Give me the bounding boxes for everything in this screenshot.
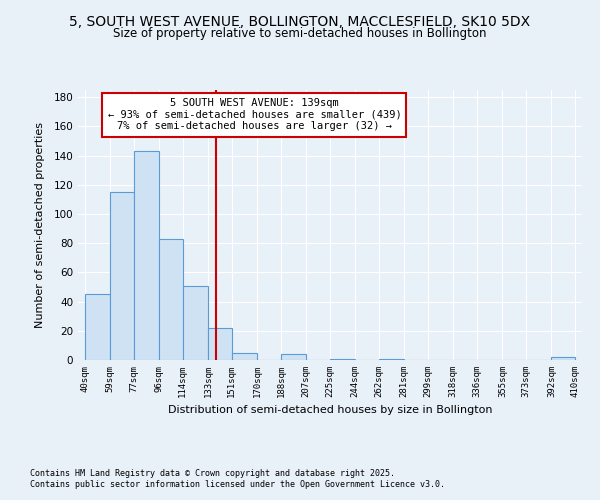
- Text: 5, SOUTH WEST AVENUE, BOLLINGTON, MACCLESFIELD, SK10 5DX: 5, SOUTH WEST AVENUE, BOLLINGTON, MACCLE…: [70, 15, 530, 29]
- Bar: [183, 286, 208, 360]
- Bar: [379, 358, 404, 360]
- Text: Contains HM Land Registry data © Crown copyright and database right 2025.: Contains HM Land Registry data © Crown c…: [30, 468, 395, 477]
- X-axis label: Distribution of semi-detached houses by size in Bollington: Distribution of semi-detached houses by …: [168, 406, 492, 415]
- Text: 5 SOUTH WEST AVENUE: 139sqm
← 93% of semi-detached houses are smaller (439)
7% o: 5 SOUTH WEST AVENUE: 139sqm ← 93% of sem…: [107, 98, 401, 132]
- Bar: [134, 152, 159, 360]
- Bar: [232, 352, 257, 360]
- Bar: [330, 358, 355, 360]
- Bar: [281, 354, 306, 360]
- Bar: [208, 328, 232, 360]
- Bar: [110, 192, 134, 360]
- Bar: [159, 239, 183, 360]
- Bar: [551, 357, 575, 360]
- Text: Size of property relative to semi-detached houses in Bollington: Size of property relative to semi-detach…: [113, 28, 487, 40]
- Bar: [85, 294, 110, 360]
- Text: Contains public sector information licensed under the Open Government Licence v3: Contains public sector information licen…: [30, 480, 445, 489]
- Y-axis label: Number of semi-detached properties: Number of semi-detached properties: [35, 122, 45, 328]
